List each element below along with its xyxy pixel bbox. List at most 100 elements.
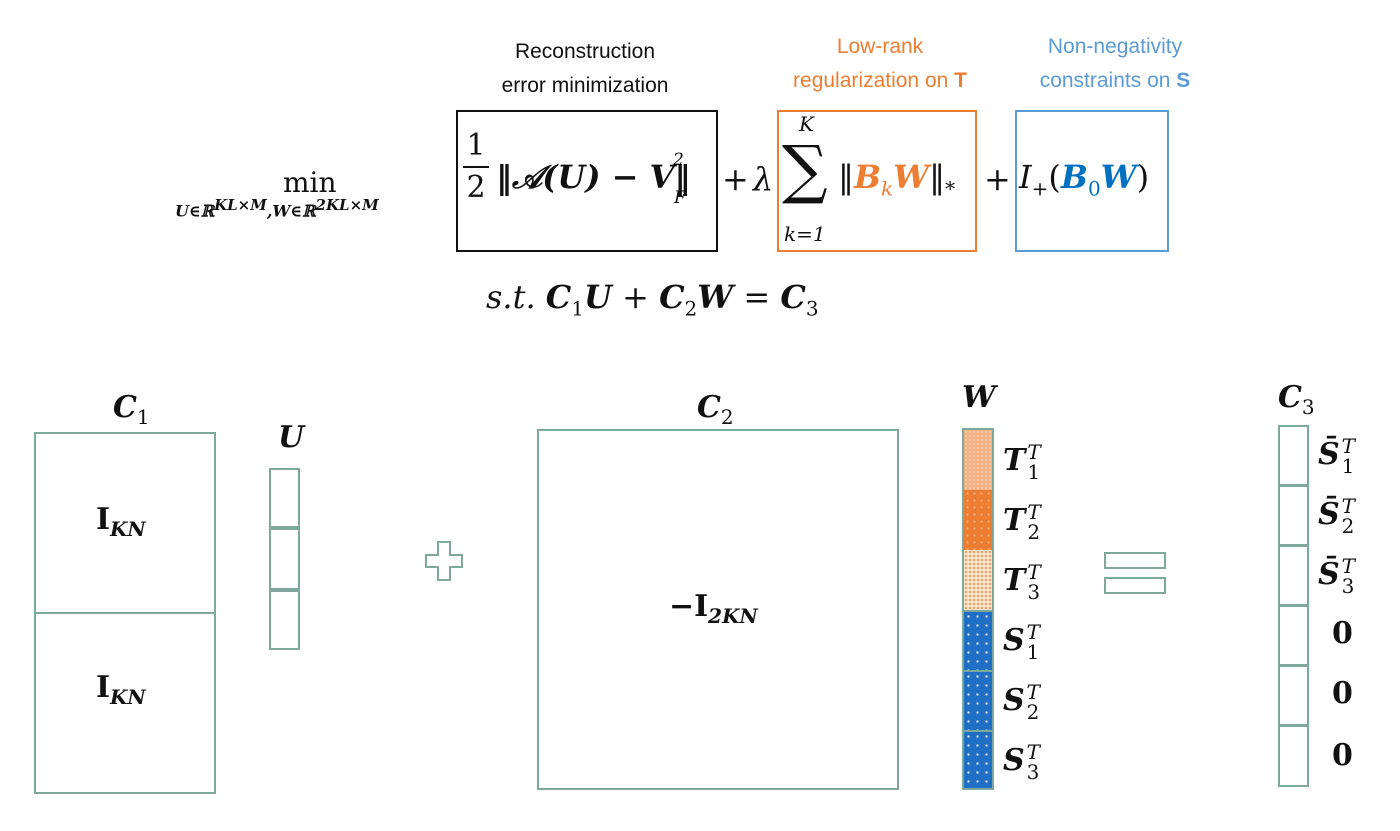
c1-block-bottom-sub: KN bbox=[110, 685, 146, 709]
c3-symbol: C bbox=[780, 278, 806, 316]
w-row-sub: 1 bbox=[1026, 640, 1040, 664]
c3-row-sub: 2 bbox=[1341, 514, 1355, 538]
sum-upper: K bbox=[799, 112, 814, 136]
plus-sign-1: + bbox=[722, 160, 749, 198]
half-fraction: 1 2 bbox=[461, 128, 491, 206]
min-sub-w: ,W∈ℝ bbox=[266, 201, 316, 221]
nuclear-star: * bbox=[945, 176, 956, 201]
c3-segment bbox=[1278, 425, 1309, 486]
w-row-sub: 2 bbox=[1026, 700, 1040, 724]
w-segment-s2 bbox=[964, 670, 992, 730]
constraint-line: s.t. C1U + C2W = C3 bbox=[486, 278, 819, 320]
nonneg-caption-var: S bbox=[1176, 69, 1191, 92]
w-row-sup: T bbox=[1027, 440, 1041, 464]
w-row-sup: T bbox=[1027, 560, 1041, 584]
close-paren: ) bbox=[1136, 158, 1150, 196]
nonneg-caption-text: constraints on bbox=[1039, 69, 1171, 92]
c3-sub: 3 bbox=[805, 296, 819, 321]
lowrank-term: ‖BkW‖* bbox=[838, 158, 955, 200]
u-segment bbox=[269, 468, 300, 528]
indicator-I: I bbox=[1019, 158, 1032, 196]
w-row-sub: 3 bbox=[1026, 760, 1040, 784]
lowrank-caption: Low-rank regularization on T bbox=[760, 30, 1000, 98]
u-segment bbox=[269, 590, 300, 650]
nonneg-caption-line1: Non-negativity bbox=[1047, 35, 1183, 58]
fraction-bar bbox=[463, 166, 489, 168]
w-row-sub: 3 bbox=[1027, 580, 1041, 604]
c3-row-zero-1: 0 bbox=[1332, 616, 1353, 651]
c2-label: C2 bbox=[697, 390, 734, 429]
norm-open: ‖ bbox=[838, 158, 854, 196]
w-row-base: S bbox=[1003, 743, 1025, 778]
c3-row-base: S̄ bbox=[1318, 437, 1340, 472]
c3-segment bbox=[1278, 725, 1309, 787]
w-segment-s1 bbox=[964, 610, 992, 670]
lowrank-box bbox=[777, 110, 977, 252]
nonneg-box bbox=[1015, 110, 1169, 252]
c2-sub: 2 bbox=[684, 296, 698, 321]
c1-divider bbox=[36, 612, 214, 614]
w-row-base: S bbox=[1003, 623, 1025, 658]
c1-symbol: C bbox=[545, 278, 572, 316]
B0-sub: 0 bbox=[1087, 176, 1101, 201]
sum-lower: k=1 bbox=[784, 222, 826, 246]
min-subscript: U∈ℝKL×M,W∈ℝ2KL×M bbox=[175, 196, 379, 220]
c3-row-sub: 1 bbox=[1341, 454, 1355, 478]
w-row-sup: T bbox=[1026, 740, 1041, 764]
u-label: U bbox=[278, 420, 305, 455]
w-row-sub: 1 bbox=[1027, 460, 1041, 484]
c2-symbol: C bbox=[659, 278, 685, 316]
constraint-plus: + bbox=[622, 278, 649, 316]
c1-label-sub: 1 bbox=[136, 405, 150, 429]
plus-sign-2: + bbox=[984, 160, 1011, 198]
min-sup-w: 2KL×M bbox=[315, 196, 379, 214]
w-label: W bbox=[962, 380, 996, 415]
c3-row-zero-3: 0 bbox=[1332, 738, 1353, 773]
c3-label-sub: 3 bbox=[1301, 395, 1315, 419]
w-vector bbox=[962, 428, 994, 790]
c3-segment bbox=[1278, 605, 1309, 666]
c2-body-sub: 2KN bbox=[708, 604, 758, 628]
c2-body: −I2KN bbox=[669, 589, 758, 628]
w-row-base: T bbox=[1003, 563, 1026, 598]
c3-row-zero-2: 0 bbox=[1332, 676, 1353, 711]
c3-label: C3 bbox=[1278, 380, 1315, 419]
c3-segment bbox=[1278, 485, 1309, 546]
nonneg-caption: Non-negativity constraints on S bbox=[1010, 30, 1220, 98]
reconstruction-caption-line1: Reconstruction bbox=[514, 40, 656, 63]
lowrank-caption-line2: regularization on T bbox=[760, 64, 1000, 98]
c3-row-sup: T bbox=[1341, 554, 1356, 578]
plus-icon bbox=[425, 541, 463, 581]
half-numerator: 1 bbox=[466, 128, 486, 163]
c1-block-top-I: I bbox=[96, 502, 111, 537]
st-label: s.t. bbox=[486, 278, 536, 316]
c3-row-label-s1: S̄ T 1 bbox=[1318, 436, 1355, 476]
c3-row-label-s2: S̄ T 2 bbox=[1318, 496, 1355, 536]
c3-row-sup: T bbox=[1341, 494, 1356, 518]
c3-row-base: S̄ bbox=[1318, 557, 1340, 592]
w-row-sup: T bbox=[1027, 500, 1041, 524]
c3-row-base: S̄ bbox=[1318, 497, 1340, 532]
c1-label: C1 bbox=[113, 390, 150, 429]
c3-segment bbox=[1278, 545, 1309, 606]
lowrank-caption-text: regularization on bbox=[793, 69, 949, 92]
lowrank-caption-var: T bbox=[954, 69, 967, 92]
norm-close: ‖ bbox=[929, 158, 946, 196]
recon-sup: 2 bbox=[673, 150, 684, 170]
w-segment-t1 bbox=[964, 430, 992, 490]
min-sup-u: KL×M bbox=[214, 196, 267, 214]
c2-matrix: −I2KN bbox=[537, 429, 899, 790]
B0-matrix: B bbox=[1060, 158, 1088, 196]
c1-block-top-sub: KN bbox=[110, 517, 146, 541]
equals-icon bbox=[1104, 552, 1166, 594]
w-segment-t2 bbox=[964, 490, 992, 550]
u-vector bbox=[269, 468, 300, 650]
min-operator: min bbox=[283, 166, 337, 199]
c3-row-sup: T bbox=[1341, 434, 1356, 458]
